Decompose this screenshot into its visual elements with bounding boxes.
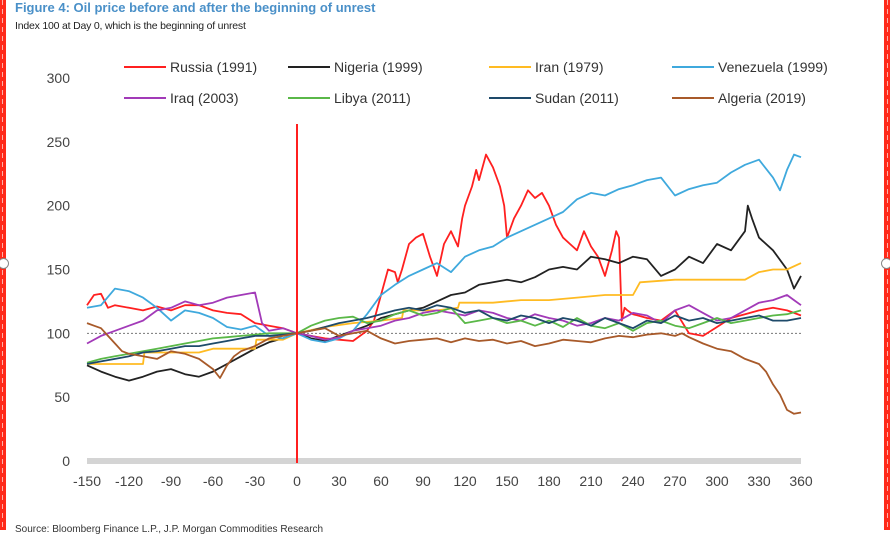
chart-title: Figure 4: Oil price before and after the… xyxy=(15,0,376,15)
legend-label: Algeria (2019) xyxy=(718,90,806,106)
y-tick-label: 50 xyxy=(54,389,70,405)
legend-item: Sudan (2011) xyxy=(489,90,619,106)
legend-label: Venezuela (1999) xyxy=(718,59,828,75)
x-tick-label: -150 xyxy=(73,473,101,489)
legend: Russia (1991) Nigeria (1999) Iran (1979) Ve… xyxy=(124,59,828,106)
legend-item: Venezuela (1999) xyxy=(672,59,828,75)
legend-item: Algeria (2019) xyxy=(672,90,806,106)
x-tick-label: 300 xyxy=(705,473,729,489)
x-tick-label: 60 xyxy=(373,473,389,489)
x-tick-label: 180 xyxy=(537,473,561,489)
legend-label: Sudan (2011) xyxy=(535,90,619,106)
x-tick-label: 150 xyxy=(495,473,519,489)
legend-item: Russia (1991) xyxy=(124,59,257,75)
legend-item: Libya (2011) xyxy=(288,90,411,106)
x-tick-label: 330 xyxy=(747,473,771,489)
series-line-sudan xyxy=(86,304,802,365)
legend-item: Nigeria (1999) xyxy=(288,59,423,75)
series-line-iraq xyxy=(86,291,802,345)
legend-label: Libya (2011) xyxy=(334,90,411,106)
y-tick-label: 200 xyxy=(47,198,71,214)
legend-item: Iran (1979) xyxy=(489,59,603,75)
series-line-nigeria xyxy=(86,204,802,382)
series-line-iran xyxy=(87,262,802,365)
legend-label: Iraq (2003) xyxy=(170,90,238,106)
y-tick-label: 150 xyxy=(47,262,71,278)
y-tick-label: 0 xyxy=(62,453,70,469)
series-lines xyxy=(86,153,802,415)
chart-subtitle: Index 100 at Day 0, which is the beginni… xyxy=(15,20,246,32)
y-tick-label: 300 xyxy=(47,70,71,86)
x-tick-label: 210 xyxy=(579,473,603,489)
x-tick-label: -120 xyxy=(115,473,143,489)
y-tick-label: 100 xyxy=(47,325,71,341)
x-tick-label: 30 xyxy=(331,473,347,489)
series-line-libya xyxy=(86,306,802,364)
x-tick-label: 270 xyxy=(663,473,687,489)
x-tick-label: 90 xyxy=(415,473,431,489)
x-tick-label: 360 xyxy=(789,473,813,489)
x-tick-label: -90 xyxy=(161,473,181,489)
x-tick-label: 240 xyxy=(621,473,645,489)
x-tick-label: -30 xyxy=(245,473,265,489)
legend-label: Russia (1991) xyxy=(170,59,257,75)
series-line-algeria xyxy=(86,322,802,415)
resize-handle-right[interactable] xyxy=(881,258,890,269)
series-line-russia xyxy=(86,153,802,342)
y-tick-label: 250 xyxy=(47,134,71,150)
x-axis-bar xyxy=(87,458,801,464)
legend-item: Iraq (2003) xyxy=(124,90,238,106)
x-tick-label: -60 xyxy=(203,473,223,489)
legend-label: Nigeria (1999) xyxy=(334,59,423,75)
x-tick-label: 120 xyxy=(453,473,477,489)
legend-label: Iran (1979) xyxy=(535,59,603,75)
y-axis: 0 50 100 150 200 250 300 xyxy=(47,70,71,469)
x-tick-label: 0 xyxy=(293,473,301,489)
resize-handle-left[interactable] xyxy=(0,258,9,269)
x-axis: -150 -120 -90 -60 -30 0 30 60 90 120 150 180 210 240 2… xyxy=(73,458,813,489)
series-line-venezuela xyxy=(86,153,802,344)
